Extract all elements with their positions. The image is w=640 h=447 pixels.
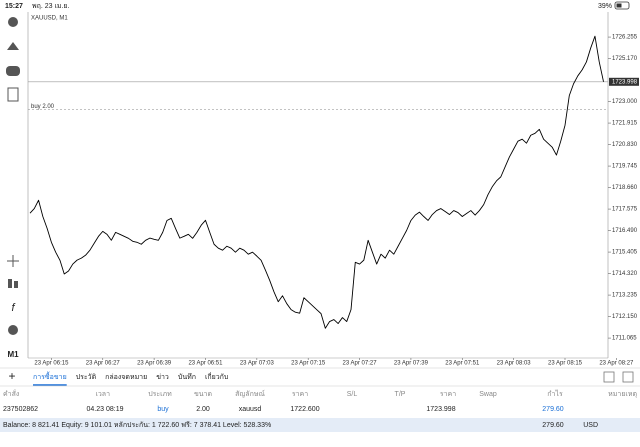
column-header: ราคา — [292, 391, 308, 398]
tool-icon[interactable] — [8, 17, 18, 27]
y-tick-label: 1714.320 — [612, 271, 638, 277]
tool-icon[interactable] — [7, 42, 19, 50]
column-header: ขนาด — [194, 391, 212, 398]
tool-icon[interactable] — [6, 66, 20, 76]
x-tick-label: 23 Apr 06:15 — [34, 361, 69, 367]
summary-bar — [0, 418, 640, 432]
y-tick-label: 1711.065 — [612, 336, 637, 342]
tab[interactable]: บันทึก — [178, 372, 196, 381]
battery-level — [616, 3, 622, 8]
column-header: หมายเหตุ — [608, 391, 637, 398]
price-line-series — [29, 35, 604, 329]
layout-icon[interactable] — [622, 371, 634, 383]
x-tick-label: 23 Apr 07:15 — [291, 361, 326, 367]
cell: 1722.600 — [290, 406, 319, 413]
x-tick-label: 23 Apr 07:51 — [445, 361, 480, 367]
cell: xauusd — [239, 406, 262, 413]
battery-icon — [614, 1, 630, 10]
y-tick-label: 1723.000 — [612, 99, 638, 105]
y-tick-label: 1712.150 — [612, 314, 638, 320]
x-tick-label: 23 Apr 08:03 — [497, 361, 532, 367]
y-tick-label: 1717.575 — [612, 207, 638, 213]
cell: 2.00 — [196, 406, 210, 413]
tool-icon[interactable] — [8, 279, 12, 288]
order-label: buy 2.00 — [31, 104, 55, 110]
summary: Balance: 8 821.41 Equity: 9 101.01 หลักป… — [3, 421, 271, 429]
tab[interactable]: การซื้อขาย — [33, 370, 67, 381]
period-button[interactable]: M1 — [7, 350, 19, 359]
cell: 279.60 — [542, 406, 564, 413]
tool-icon[interactable] — [7, 255, 19, 267]
cell: 04.23 08:19 — [87, 406, 124, 413]
column-header: ประเภท — [148, 391, 172, 398]
cell: buy — [157, 406, 169, 413]
tab[interactable]: กล่องจดหมาย — [105, 374, 147, 381]
y-tick-label: 1715.405 — [612, 250, 638, 256]
layout-icon[interactable] — [603, 371, 615, 383]
y-tick-label: 1716.490 — [612, 228, 638, 234]
add-button[interactable]: + — [8, 369, 15, 383]
column-header: เวลา — [95, 391, 110, 398]
column-header: T/P — [395, 391, 406, 398]
y-tick-label: 1725.170 — [612, 56, 638, 62]
status-date: พฤ. 23 เม.ย. — [32, 3, 70, 10]
column-header: S/L — [347, 391, 358, 398]
tool-icon[interactable] — [14, 281, 18, 288]
tab-bar: การซื้อขาย ประวัติ กล่องจดหมาย ข่าว บันทึก เก… — [33, 370, 228, 386]
tab[interactable]: เกี่ยวกับ — [205, 372, 228, 381]
x-tick-label: 23 Apr 08:15 — [548, 361, 583, 367]
tool-icon[interactable] — [8, 325, 18, 335]
x-tick-label: 23 Apr 06:27 — [86, 361, 121, 367]
toolbar: f — [6, 17, 20, 335]
cell: 1723.998 — [426, 406, 455, 413]
x-tick-label: 23 Apr 07:39 — [394, 361, 429, 367]
currency: USD — [583, 422, 598, 429]
tool-icon[interactable]: f — [11, 302, 15, 314]
y-tick-label: 1718.660 — [612, 185, 638, 191]
y-tick-label: 1713.235 — [612, 293, 638, 299]
price-tag-label: 1723.998 — [612, 79, 638, 85]
column-header: กำไร — [547, 389, 563, 398]
x-tick-label: 23 Apr 08:27 — [599, 361, 634, 367]
x-tick-label: 23 Apr 07:03 — [240, 361, 275, 367]
chart-title: XAUUSD, M1 — [31, 16, 68, 22]
x-tick-label: 23 Apr 06:51 — [188, 361, 223, 367]
y-tick-label: 1721.915 — [612, 121, 638, 127]
status-battery: 39% — [598, 3, 612, 10]
price-tag — [609, 77, 639, 86]
orders-table: คำสั่ง เวลา ประเภท ขนาด สัญลักษณ์ ราคา S/L T/P ร… — [3, 389, 637, 413]
column-header: Swap — [479, 391, 497, 398]
y-tick-label: 1720.830 — [612, 142, 638, 148]
plot: 1726.255 1725.170 1723.000 1721.915 1720.830… — [28, 35, 639, 367]
column-header: ราคา — [440, 391, 456, 398]
tool-icon[interactable] — [7, 87, 19, 102]
cell: 237502862 — [3, 406, 38, 413]
x-tick-label: 23 Apr 07:27 — [343, 361, 378, 367]
x-tick-label: 23 Apr 06:39 — [137, 361, 172, 367]
column-header: สัญลักษณ์ — [235, 390, 265, 398]
status-time: 15:27 — [5, 3, 23, 10]
y-tick-label: 1726.255 — [612, 35, 638, 41]
tab[interactable]: ข่าว — [156, 374, 169, 381]
total-profit: 279.60 — [542, 422, 564, 429]
tab[interactable]: ประวัติ — [76, 373, 97, 381]
y-tick-label: 1719.745 — [612, 164, 638, 170]
column-header: คำสั่ง — [3, 389, 19, 398]
